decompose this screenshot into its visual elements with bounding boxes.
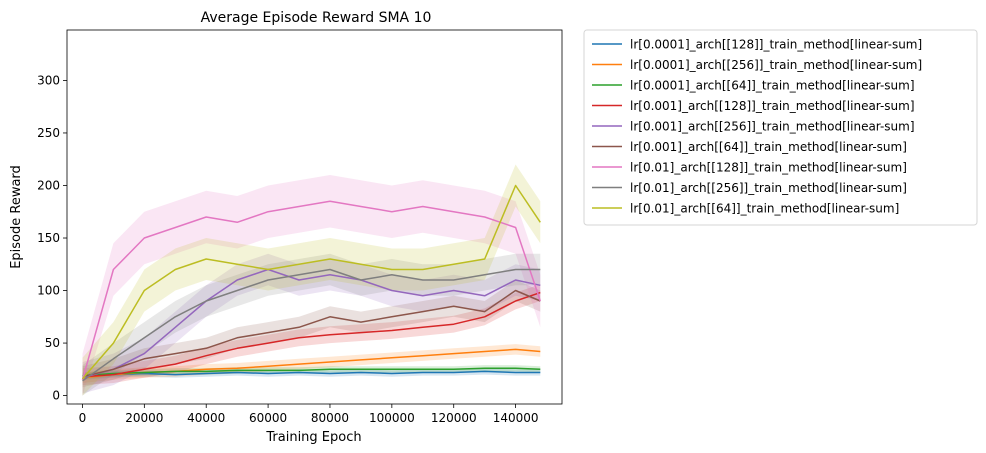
x-tick-label: 120000 — [431, 411, 477, 425]
series-line — [82, 291, 541, 378]
series-line — [82, 268, 541, 379]
y-tick-label: 200 — [37, 178, 60, 192]
y-tick-label: 100 — [37, 284, 60, 298]
x-tick-label: 0 — [79, 411, 87, 425]
x-tick-label: 40000 — [187, 411, 225, 425]
chart-title: Average Episode Reward SMA 10 — [201, 10, 432, 26]
legend-label: lr[0.0001]_arch[[64]]_train_method[linea… — [630, 79, 915, 93]
series-line — [82, 289, 541, 378]
legend-frame — [583, 29, 978, 226]
series-band — [82, 253, 541, 396]
y-tick-label: 150 — [37, 231, 60, 245]
y-tick-label: 0 — [52, 389, 60, 403]
y-tick-label: 300 — [37, 73, 60, 87]
y-tick-label: 250 — [37, 126, 60, 140]
legend-label: lr[0.001]_arch[[64]]_train_method[linear… — [630, 140, 907, 154]
series-line — [82, 268, 541, 382]
series-band — [82, 284, 541, 386]
series-band — [82, 164, 541, 396]
legend-label: lr[0.001]_arch[[128]]_train_method[linea… — [630, 99, 915, 113]
plot-frame — [66, 29, 563, 405]
legend-label: lr[0.01]_arch[[256]]_train_method[linear… — [630, 181, 907, 195]
x-tick-label: 20000 — [125, 411, 163, 425]
x-tick-label: 140000 — [493, 411, 539, 425]
y-tick-label: 50 — [45, 336, 60, 350]
x-axis-ticks: 0 20000 40000 60000 80000 100000 120000 140000 — [79, 404, 539, 425]
series-band — [82, 280, 541, 388]
series-line — [82, 367, 541, 377]
series-bands — [82, 164, 541, 396]
series-line — [81, 184, 541, 380]
x-tick-label: 100000 — [369, 411, 415, 425]
series-band — [82, 253, 541, 394]
legend-label: lr[0.001]_arch[[256]]_train_method[linea… — [630, 120, 915, 134]
series-line — [82, 370, 541, 378]
series-lines — [81, 184, 542, 382]
series-line — [81, 200, 542, 381]
legend: lr[0.0001]_arch[[128]]_train_method[line… — [583, 29, 978, 226]
x-tick-label: 60000 — [249, 411, 287, 425]
y-axis-ticks: 0 50 100 150 200 250 300 — [37, 73, 67, 403]
legend-label: lr[0.0001]_arch[[128]]_train_method[line… — [630, 38, 922, 52]
y-axis-label: Episode Reward — [9, 165, 24, 269]
legend-label: lr[0.01]_arch[[64]]_train_method[linear-… — [630, 202, 899, 216]
series-band — [82, 365, 541, 379]
x-tick-label: 80000 — [311, 411, 349, 425]
series-band — [82, 175, 541, 396]
legend-label: lr[0.01]_arch[[128]]_train_method[linear… — [630, 161, 907, 175]
legend-label: lr[0.0001]_arch[[256]]_train_method[line… — [630, 58, 922, 72]
x-axis-label: Training Epoch — [265, 430, 361, 445]
